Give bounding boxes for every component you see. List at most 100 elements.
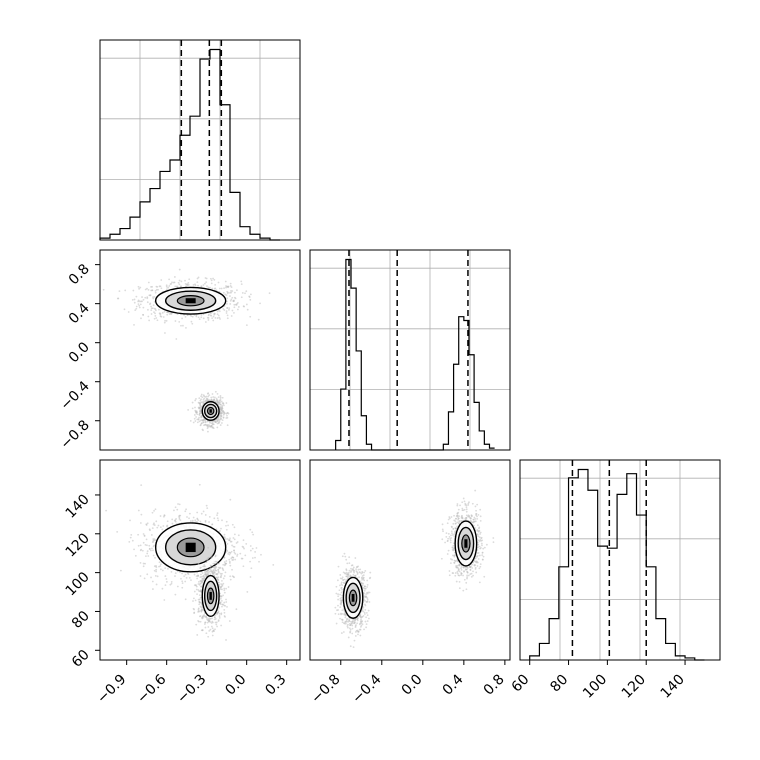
scatter-point xyxy=(231,523,234,526)
scatter-point xyxy=(209,618,212,620)
scatter-point xyxy=(366,614,369,617)
scatter-point xyxy=(146,573,149,576)
scatter-point xyxy=(153,317,156,320)
scatter-point xyxy=(237,306,240,308)
scatter-point xyxy=(198,412,201,415)
scatter-point xyxy=(226,300,228,303)
scatter-point xyxy=(102,288,105,291)
scatter-point xyxy=(178,503,181,506)
scatter-point xyxy=(241,292,244,294)
scatter-point xyxy=(214,618,217,620)
scatter-point xyxy=(211,317,214,320)
scatter-point xyxy=(353,639,356,642)
scatter-point xyxy=(345,622,347,625)
scatter-point xyxy=(226,549,229,552)
scatter-point xyxy=(152,296,154,299)
scatter-point xyxy=(198,620,200,623)
scatter-point xyxy=(229,575,232,578)
scatter-point xyxy=(344,555,347,558)
scatter-point xyxy=(133,298,136,301)
scatter-point xyxy=(366,620,369,622)
scatter-point xyxy=(349,571,352,573)
scatter-point xyxy=(184,316,187,318)
scatter-point xyxy=(363,571,366,574)
scatter-point xyxy=(222,577,225,580)
scatter-point xyxy=(166,525,168,528)
scatter-point xyxy=(180,285,182,288)
scatter-point xyxy=(154,291,157,294)
scatter-point xyxy=(170,571,173,573)
scatter-point xyxy=(214,568,216,571)
scatter-point xyxy=(198,416,200,419)
scatter-point xyxy=(479,519,482,522)
scatter-point xyxy=(236,289,238,292)
scatter-point xyxy=(223,589,226,592)
scatter-point xyxy=(198,598,201,601)
scatter-point xyxy=(200,393,203,396)
scatter-point xyxy=(354,635,357,637)
scatter-point xyxy=(173,509,175,512)
scatter-point xyxy=(191,401,194,404)
scatter-point xyxy=(364,569,367,572)
scatter-point xyxy=(143,577,146,580)
scatter-point xyxy=(165,578,168,580)
scatter-point xyxy=(448,516,451,518)
scatter-point xyxy=(360,618,362,621)
scatter-point xyxy=(214,390,217,393)
scatter-point xyxy=(221,583,224,586)
scatter-point xyxy=(124,289,127,292)
scatter-point xyxy=(163,599,166,601)
scatter-point xyxy=(164,575,167,577)
scatter-point xyxy=(215,289,218,292)
scatter-point xyxy=(477,551,480,554)
scatter-point xyxy=(339,574,342,576)
scatter-point xyxy=(345,558,348,561)
scatter-point xyxy=(200,629,203,632)
scatter-point xyxy=(219,424,222,426)
scatter-point xyxy=(198,420,201,423)
scatter-point xyxy=(156,526,159,529)
scatter-point xyxy=(450,530,453,533)
scatter-point xyxy=(225,312,228,314)
scatter-point xyxy=(158,308,160,311)
scatter-point xyxy=(470,575,473,578)
scatter-point xyxy=(363,587,366,590)
scatter-point xyxy=(150,313,153,315)
scatter-point xyxy=(209,286,211,289)
scatter-point xyxy=(348,618,350,621)
scatter-point xyxy=(467,574,470,577)
scatter-point xyxy=(127,311,130,313)
scatter-point xyxy=(159,315,162,318)
scatter-point xyxy=(174,575,176,577)
scatter-point xyxy=(335,622,338,625)
scatter-point xyxy=(142,313,144,316)
scatter-point xyxy=(224,293,227,296)
scatter-point xyxy=(348,569,351,572)
scatter-point xyxy=(337,598,340,601)
scatter-point xyxy=(474,489,477,492)
scatter-point xyxy=(197,589,200,591)
scatter-point xyxy=(245,324,248,326)
scatter-point xyxy=(205,570,208,573)
scatter-point xyxy=(177,281,180,284)
scatter-point xyxy=(477,514,480,516)
scatter-point xyxy=(204,572,207,574)
scatter-point xyxy=(209,277,212,280)
scatter-point xyxy=(352,566,355,569)
scatter-point xyxy=(206,571,209,574)
scatter-point xyxy=(224,280,227,283)
scatter-point xyxy=(119,569,122,572)
scatter-point xyxy=(441,528,444,531)
scatter-point xyxy=(201,577,204,580)
scatter-point xyxy=(174,506,177,509)
scatter-point xyxy=(210,282,213,285)
scatter-point xyxy=(215,621,218,624)
scatter-point xyxy=(242,539,245,542)
scatter-point xyxy=(476,565,479,567)
scatter-point xyxy=(225,639,227,641)
scatter-point xyxy=(349,624,352,627)
scatter-point xyxy=(210,314,213,317)
scatter-point xyxy=(228,308,230,311)
scatter-point xyxy=(347,636,350,639)
scatter-point xyxy=(152,588,154,590)
